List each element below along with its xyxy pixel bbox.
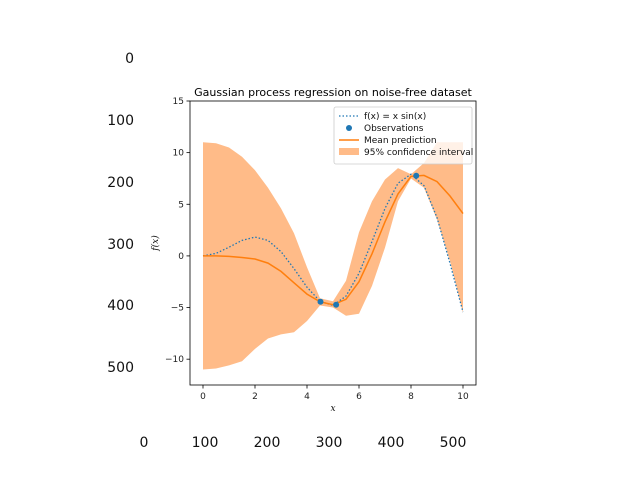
outer-x-tick-200: 200: [254, 435, 281, 451]
x-axis-label: x: [330, 404, 335, 414]
y-tick-label-1: −5: [171, 304, 184, 314]
x-tick-label-4: 8: [408, 392, 414, 402]
outer-x-tick-100: 100: [192, 435, 219, 451]
legend-label-observations: Observations: [364, 124, 424, 134]
legend-swatch-observations: [346, 125, 352, 131]
x-tick-label-5: 10: [457, 392, 469, 402]
y-tick-label-4: 10: [173, 149, 185, 159]
x-tick-label-2: 4: [304, 392, 310, 402]
outer-x-tick-400: 400: [378, 435, 405, 451]
confidence-interval-band: [203, 142, 463, 370]
observation-point-2: [413, 172, 420, 179]
outer-x-tick-300: 300: [316, 435, 343, 451]
observation-point-1: [333, 301, 340, 308]
plot-area: [202, 142, 464, 370]
y-tick-label-3: 5: [178, 200, 184, 210]
x-tick-label-0: 0: [200, 392, 206, 402]
chart-title: Gaussian process regression on noise-fre…: [194, 86, 472, 99]
legend-swatch-confidence: [339, 148, 359, 155]
y-tick-label-5: 15: [173, 97, 184, 107]
outer-y-tick-300: 300: [107, 237, 134, 253]
x-axis-ticks: 0 2 4 6 8 10: [200, 385, 469, 402]
outer-tick-labels: 0 100 200 300 400 500 0 100 200 300 400 …: [107, 51, 466, 451]
y-axis-ticks: −10 −5 0 5 10 15: [165, 97, 190, 365]
legend-box: [333, 106, 473, 165]
y-tick-label-0: −10: [165, 355, 184, 365]
x-tick-label-3: 6: [356, 392, 362, 402]
x-tick-label-1: 2: [252, 392, 258, 402]
outer-y-tick-500: 500: [107, 360, 134, 376]
observation-point-0: [317, 298, 324, 305]
outer-y-tick-0: 0: [125, 51, 134, 67]
y-axis-label: f(x): [150, 235, 161, 252]
axes-frame: [189, 100, 477, 386]
series-line-function: [202, 173, 464, 313]
legend-label-function: f(x) = x sin(x): [364, 112, 426, 122]
legend: f(x) = x sin(x) Observations Mean predic…: [333, 106, 473, 165]
series-line-mean-prediction: [203, 174, 464, 306]
outer-y-tick-400: 400: [107, 298, 134, 314]
outer-x-tick-500: 500: [440, 435, 467, 451]
outer-y-tick-100: 100: [107, 113, 134, 129]
legend-label-mean: Mean prediction: [364, 136, 437, 146]
legend-label-confidence: 95% confidence interval: [364, 148, 473, 158]
outer-x-tick-0: 0: [140, 435, 149, 451]
y-tick-label-2: 0: [178, 252, 184, 262]
outer-y-tick-200: 200: [107, 175, 134, 191]
